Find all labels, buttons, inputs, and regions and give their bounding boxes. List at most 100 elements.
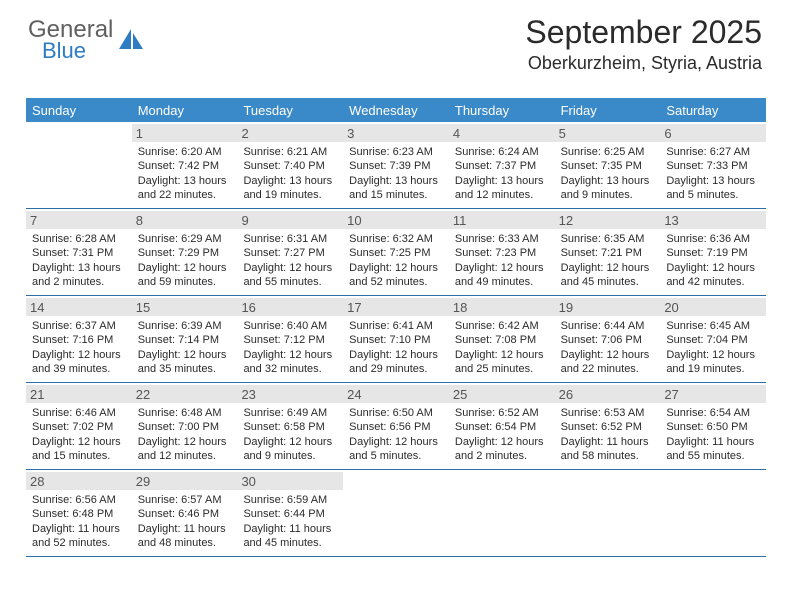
sunset-line: Sunset: 7:08 PM <box>455 333 549 347</box>
day-cell: 30Sunrise: 6:59 AMSunset: 6:44 PMDayligh… <box>237 470 343 556</box>
sunrise-line: Sunrise: 6:57 AM <box>138 493 232 507</box>
day-details: Sunrise: 6:28 AMSunset: 7:31 PMDaylight:… <box>32 232 126 289</box>
day-details: Sunrise: 6:32 AMSunset: 7:25 PMDaylight:… <box>349 232 443 289</box>
day-number: 12 <box>555 211 661 229</box>
day-cell <box>26 122 132 208</box>
weekday-header-row: SundayMondayTuesdayWednesdayThursdayFrid… <box>26 98 766 122</box>
sunrise-line: Sunrise: 6:21 AM <box>243 145 337 159</box>
day-number: 21 <box>26 385 132 403</box>
day-cell <box>660 470 766 556</box>
day-cell: 1Sunrise: 6:20 AMSunset: 7:42 PMDaylight… <box>132 122 238 208</box>
sunrise-line: Sunrise: 6:52 AM <box>455 406 549 420</box>
sunset-line: Sunset: 7:40 PM <box>243 159 337 173</box>
day-cell: 19Sunrise: 6:44 AMSunset: 7:06 PMDayligh… <box>555 296 661 382</box>
daylight-line: Daylight: 12 hours and 39 minutes. <box>32 348 126 377</box>
day-details: Sunrise: 6:48 AMSunset: 7:00 PMDaylight:… <box>138 406 232 463</box>
day-cell: 7Sunrise: 6:28 AMSunset: 7:31 PMDaylight… <box>26 209 132 295</box>
day-details: Sunrise: 6:56 AMSunset: 6:48 PMDaylight:… <box>32 493 126 550</box>
day-details: Sunrise: 6:45 AMSunset: 7:04 PMDaylight:… <box>666 319 760 376</box>
sunrise-line: Sunrise: 6:46 AM <box>32 406 126 420</box>
daylight-line: Daylight: 12 hours and 15 minutes. <box>32 435 126 464</box>
sunrise-line: Sunrise: 6:59 AM <box>243 493 337 507</box>
sunrise-line: Sunrise: 6:42 AM <box>455 319 549 333</box>
daylight-line: Daylight: 11 hours and 45 minutes. <box>243 522 337 551</box>
daylight-line: Daylight: 12 hours and 29 minutes. <box>349 348 443 377</box>
day-details: Sunrise: 6:54 AMSunset: 6:50 PMDaylight:… <box>666 406 760 463</box>
day-number: 4 <box>449 124 555 142</box>
daylight-line: Daylight: 12 hours and 49 minutes. <box>455 261 549 290</box>
sunrise-line: Sunrise: 6:23 AM <box>349 145 443 159</box>
weekday-header: Sunday <box>26 98 132 122</box>
daylight-line: Daylight: 12 hours and 12 minutes. <box>138 435 232 464</box>
day-details: Sunrise: 6:33 AMSunset: 7:23 PMDaylight:… <box>455 232 549 289</box>
sunset-line: Sunset: 7:27 PM <box>243 246 337 260</box>
sunset-line: Sunset: 7:21 PM <box>561 246 655 260</box>
sunrise-line: Sunrise: 6:49 AM <box>243 406 337 420</box>
sunrise-line: Sunrise: 6:25 AM <box>561 145 655 159</box>
day-cell <box>449 470 555 556</box>
day-cell: 15Sunrise: 6:39 AMSunset: 7:14 PMDayligh… <box>132 296 238 382</box>
day-number: 16 <box>237 298 343 316</box>
daylight-line: Daylight: 12 hours and 9 minutes. <box>243 435 337 464</box>
day-cell: 10 Sunrise: 6:32 AMSunset: 7:25 PMDayligh… <box>343 209 449 295</box>
logo-sail-icon <box>117 27 147 53</box>
day-details: Sunrise: 6:36 AMSunset: 7:19 PMDaylight:… <box>666 232 760 289</box>
day-details: Sunrise: 6:29 AMSunset: 7:29 PMDaylight:… <box>138 232 232 289</box>
calendar: SundayMondayTuesdayWednesdayThursdayFrid… <box>26 98 766 557</box>
day-number: 8 <box>132 211 238 229</box>
day-details: Sunrise: 6:25 AMSunset: 7:35 PMDaylight:… <box>561 145 655 202</box>
daylight-line: Daylight: 12 hours and 32 minutes. <box>243 348 337 377</box>
day-number: 24 <box>343 385 449 403</box>
day-number: 22 <box>132 385 238 403</box>
day-cell: 9Sunrise: 6:31 AMSunset: 7:27 PMDaylight… <box>237 209 343 295</box>
sunset-line: Sunset: 6:56 PM <box>349 420 443 434</box>
page: General Blue September 2025 Oberkurzheim… <box>0 0 792 612</box>
daylight-line: Daylight: 12 hours and 45 minutes. <box>561 261 655 290</box>
sunrise-line: Sunrise: 6:39 AM <box>138 319 232 333</box>
day-cell: 28Sunrise: 6:56 AMSunset: 6:48 PMDayligh… <box>26 470 132 556</box>
day-details: Sunrise: 6:40 AMSunset: 7:12 PMDaylight:… <box>243 319 337 376</box>
day-number: 11 <box>449 211 555 229</box>
day-details: Sunrise: 6:24 AMSunset: 7:37 PMDaylight:… <box>455 145 549 202</box>
daylight-line: Daylight: 13 hours and 15 minutes. <box>349 174 443 203</box>
sunset-line: Sunset: 7:23 PM <box>455 246 549 260</box>
weeks-container: 1Sunrise: 6:20 AMSunset: 7:42 PMDaylight… <box>26 122 766 557</box>
daylight-line: Daylight: 12 hours and 22 minutes. <box>561 348 655 377</box>
sunrise-line: Sunrise: 6:24 AM <box>455 145 549 159</box>
daylight-line: Daylight: 13 hours and 12 minutes. <box>455 174 549 203</box>
day-number: 29 <box>132 472 238 490</box>
sunset-line: Sunset: 7:16 PM <box>32 333 126 347</box>
day-number: 10 <box>343 211 449 229</box>
page-subtitle: Oberkurzheim, Styria, Austria <box>525 53 762 74</box>
day-number: 17 <box>343 298 449 316</box>
day-cell: 5Sunrise: 6:25 AMSunset: 7:35 PMDaylight… <box>555 122 661 208</box>
sunset-line: Sunset: 7:12 PM <box>243 333 337 347</box>
day-cell: 13 Sunrise: 6:36 AMSunset: 7:19 PMDayligh… <box>660 209 766 295</box>
sunset-line: Sunset: 7:06 PM <box>561 333 655 347</box>
day-cell: 12Sunrise: 6:35 AMSunset: 7:21 PMDayligh… <box>555 209 661 295</box>
weekday-header: Saturday <box>660 98 766 122</box>
day-number: 2 <box>237 124 343 142</box>
sunset-line: Sunset: 6:58 PM <box>243 420 337 434</box>
sunrise-line: Sunrise: 6:41 AM <box>349 319 443 333</box>
sunset-line: Sunset: 6:48 PM <box>32 507 126 521</box>
logo-line2: Blue <box>42 40 113 62</box>
day-details: Sunrise: 6:49 AMSunset: 6:58 PMDaylight:… <box>243 406 337 463</box>
day-details: Sunrise: 6:37 AMSunset: 7:16 PMDaylight:… <box>32 319 126 376</box>
day-number: 30 <box>237 472 343 490</box>
day-cell: 26Sunrise: 6:53 AMSunset: 6:52 PMDayligh… <box>555 383 661 469</box>
day-number: 14 <box>26 298 132 316</box>
day-number: 23 <box>237 385 343 403</box>
day-number: 26 <box>555 385 661 403</box>
day-cell: 6Sunrise: 6:27 AMSunset: 7:33 PMDaylight… <box>660 122 766 208</box>
day-number: 13 <box>660 211 766 229</box>
sunset-line: Sunset: 7:42 PM <box>138 159 232 173</box>
daylight-line: Daylight: 12 hours and 25 minutes. <box>455 348 549 377</box>
sunrise-line: Sunrise: 6:53 AM <box>561 406 655 420</box>
day-number: 1 <box>132 124 238 142</box>
weekday-header: Thursday <box>449 98 555 122</box>
sunrise-line: Sunrise: 6:40 AM <box>243 319 337 333</box>
day-details: Sunrise: 6:23 AMSunset: 7:39 PMDaylight:… <box>349 145 443 202</box>
daylight-line: Daylight: 11 hours and 55 minutes. <box>666 435 760 464</box>
daylight-line: Daylight: 12 hours and 52 minutes. <box>349 261 443 290</box>
